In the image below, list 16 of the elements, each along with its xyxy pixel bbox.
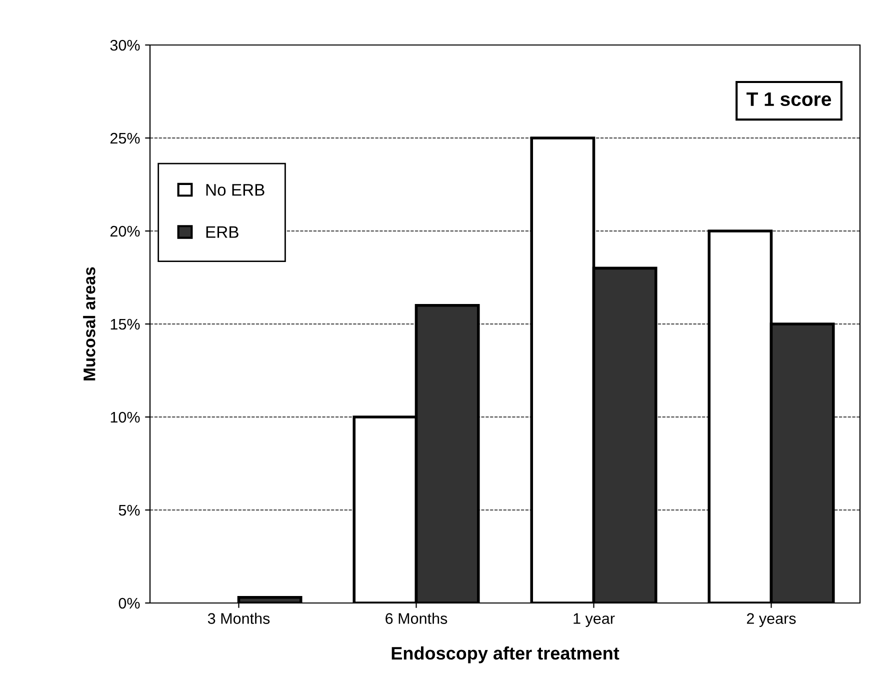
y-tick-label: 10% — [110, 412, 140, 423]
annotation: T 1 score — [746, 92, 832, 106]
x-axis-title: Endoscopy after treatment — [392, 646, 620, 664]
x-tick-label: 3 Months — [208, 612, 270, 624]
y-tick-label: 5% — [118, 504, 140, 516]
x-tick-label: 1 year — [574, 613, 615, 627]
x-tick-label: 6 Months — [386, 612, 448, 624]
legend-label: No ERB — [206, 184, 264, 196]
y-axis-title: Mucosal areas — [83, 267, 96, 380]
y-tick-label: 25% — [110, 132, 140, 144]
y-tick-label: 15% — [110, 318, 140, 330]
y-tick-label: 20% — [110, 226, 140, 237]
y-tick-label: 0% — [118, 598, 140, 609]
x-tick-label: 2 years — [746, 613, 796, 627]
y-tick-label: 30% — [110, 40, 140, 51]
legend-label: ERB — [206, 226, 238, 238]
